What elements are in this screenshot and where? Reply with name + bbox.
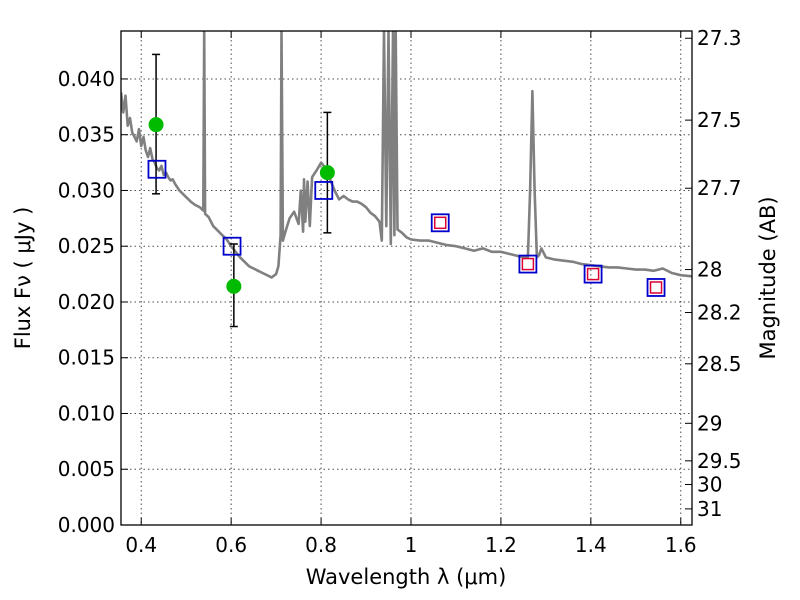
plot-frame bbox=[120, 30, 693, 526]
nir-photometry-square bbox=[433, 216, 447, 230]
y-axis-label-right: Magnitude (AB) bbox=[756, 196, 780, 359]
magnitude-tick-label: 29.5 bbox=[697, 449, 742, 473]
plot-area bbox=[121, 31, 692, 328]
magnitude-tick-label: 28.5 bbox=[697, 352, 742, 376]
axes: 0.4 0.6 0.8 1 1.2 1.4 1.6 0.000 0.005 0.010 0.015 0… bbox=[58, 26, 742, 557]
y-axis-label: Flux Fν ( μJy ) bbox=[11, 207, 35, 350]
magnitude-tick-label: 28 bbox=[697, 258, 722, 282]
magnitude-tick-label: 27.5 bbox=[697, 108, 742, 132]
model-photometry-square bbox=[518, 254, 538, 274]
model-photometry-square bbox=[314, 181, 334, 200]
model-photometry-square bbox=[147, 159, 167, 179]
grid bbox=[121, 31, 692, 525]
magnitude-tick-label: 30 bbox=[697, 473, 722, 497]
nir-photometry-square bbox=[586, 267, 600, 281]
y-tick-label: 0.000 bbox=[58, 513, 115, 537]
model-photometry-square bbox=[646, 278, 666, 297]
x-tick-label: 1.4 bbox=[575, 533, 607, 557]
magnitude-tick-label: 31 bbox=[697, 497, 722, 521]
model-photometry-square bbox=[583, 264, 603, 284]
nir-photometry-square bbox=[649, 281, 663, 294]
model-spectrum-line bbox=[121, 31, 692, 279]
y-tick-label: 0.005 bbox=[58, 457, 115, 481]
x-tick-label: 0.6 bbox=[215, 533, 247, 557]
y-tick-label: 0.020 bbox=[58, 290, 115, 314]
nir-photometry-square bbox=[521, 257, 535, 271]
x-tick-label: 0.8 bbox=[305, 533, 337, 557]
y-tick-label: 0.015 bbox=[58, 346, 115, 370]
x-tick-label: 1.2 bbox=[485, 533, 517, 557]
model-photometry-square bbox=[430, 213, 450, 233]
observed-point bbox=[319, 165, 335, 181]
y-tick-label: 0.030 bbox=[58, 178, 115, 202]
magnitude-tick-label: 27.7 bbox=[697, 176, 742, 200]
magnitude-tick-label: 29 bbox=[697, 411, 722, 435]
magnitude-tick-label: 28.2 bbox=[697, 301, 742, 325]
y-tick-label: 0.010 bbox=[58, 401, 115, 425]
observed-point bbox=[226, 278, 242, 294]
observed-point bbox=[148, 117, 164, 133]
y-tick-label: 0.040 bbox=[58, 67, 115, 91]
model-photometry-square bbox=[222, 236, 242, 256]
x-tick-label: 0.4 bbox=[125, 533, 157, 557]
y-tick-label: 0.035 bbox=[58, 123, 115, 147]
magnitude-tick-label: 27.3 bbox=[697, 26, 742, 50]
x-tick-label: 1 bbox=[405, 533, 418, 557]
x-axis-label: Wavelength λ (μm) bbox=[306, 565, 507, 589]
x-tick-label: 1.6 bbox=[665, 533, 697, 557]
y-tick-label: 0.025 bbox=[58, 234, 115, 258]
